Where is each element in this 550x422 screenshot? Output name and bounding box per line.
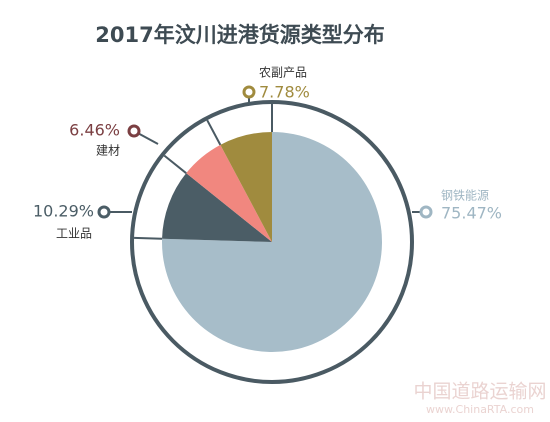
pie-slice — [162, 173, 272, 242]
divider — [163, 154, 187, 174]
label-marker — [97, 205, 111, 219]
label-marker — [127, 124, 141, 138]
pie-slice — [186, 144, 272, 242]
chart-title: 2017年汶川进港货源类型分布 — [95, 23, 384, 47]
slice-value: 75.47% — [441, 204, 502, 223]
slice-value: 6.46% — [69, 121, 120, 140]
slice-name: 农副产品 — [259, 66, 307, 80]
slice-name: 工业品 — [56, 227, 92, 241]
slice-value: 7.78% — [259, 83, 310, 102]
divider — [134, 236, 163, 240]
label-marker — [242, 85, 256, 99]
pie-slice — [220, 132, 272, 242]
label-marker — [419, 205, 433, 219]
watermark-url: www.ChinaRTA.com — [426, 403, 534, 416]
slice-name: 钢铁能源 — [441, 189, 489, 203]
divider — [206, 119, 222, 146]
slice-name: 建材 — [96, 144, 120, 158]
watermark: 中国道路运输网 — [413, 381, 546, 403]
slice-value: 10.29% — [33, 202, 94, 221]
